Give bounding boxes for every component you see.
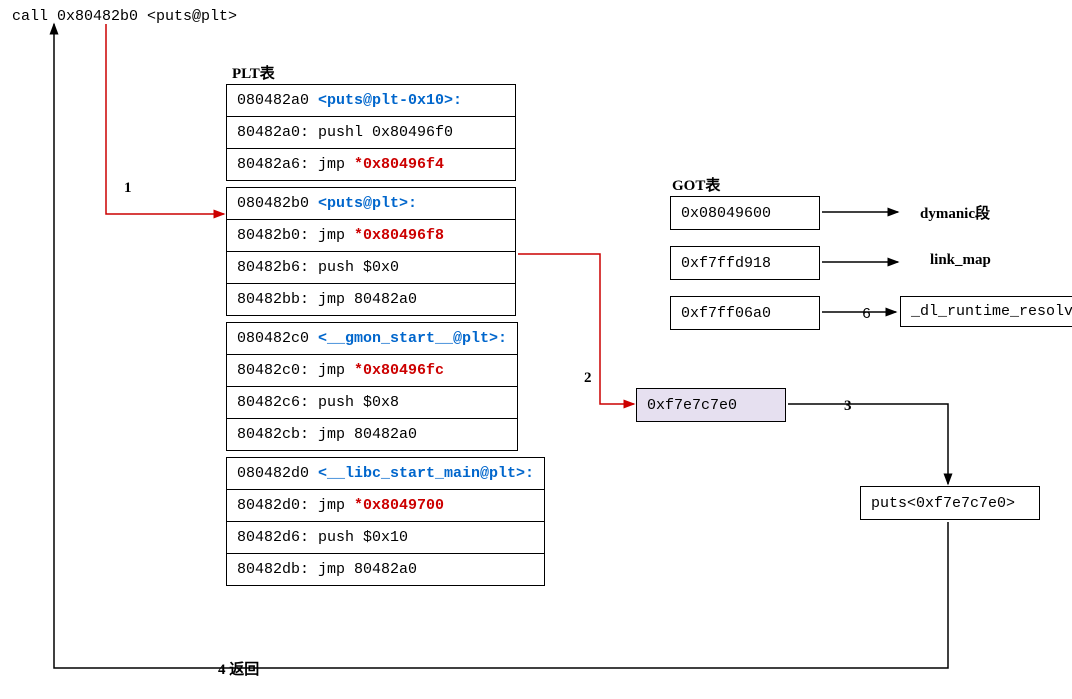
plt-entry-header: 080482d0 <__libc_start_main@plt>: — [227, 458, 545, 490]
arrow — [788, 404, 948, 484]
puts-resolved-box: puts<0xf7e7c7e0> — [860, 486, 1040, 520]
plt-table: 080482a0 <puts@plt-0x10>: 80482a0: pushl… — [226, 84, 516, 586]
got-target-label: _dl_runtime_resolve — [900, 296, 1072, 327]
got-entry-puts: 0xf7e7c7e0 — [636, 388, 786, 422]
plt-entry-header: 080482b0 <puts@plt>: — [227, 188, 516, 220]
plt-group: 080482d0 <__libc_start_main@plt>: 80482d… — [226, 457, 545, 586]
edge-label: 2 — [584, 370, 592, 387]
edge-label: 1 — [124, 180, 132, 197]
plt-group: 080482b0 <puts@plt>: 80482b0: jmp *0x804… — [226, 187, 516, 316]
plt-instruction: 80482cb: jmp 80482a0 — [227, 419, 518, 451]
got-entry: 0xf7ff06a0 — [670, 296, 820, 330]
plt-entry-header: 080482a0 <puts@plt-0x10>: — [227, 85, 516, 117]
plt-instruction: 80482c6: push $0x8 — [227, 387, 518, 419]
arrows-overlay — [0, 0, 1072, 699]
plt-instruction: 80482a0: pushl 0x80496f0 — [227, 117, 516, 149]
plt-group: 080482c0 <__gmon_start__@plt>: 80482c0: … — [226, 322, 518, 451]
plt-title: PLT表 — [232, 62, 275, 83]
plt-instruction: 80482a6: jmp *0x80496f4 — [227, 149, 516, 181]
got-target-label: link_map — [930, 252, 991, 269]
plt-instruction: 80482d6: push $0x10 — [227, 522, 545, 554]
plt-instruction: 80482b6: push $0x0 — [227, 252, 516, 284]
edge-label: 6 — [862, 306, 871, 323]
edge-label: 4 返回 — [218, 658, 259, 679]
got-entry: 0xf7ffd918 — [670, 246, 820, 280]
got-target-label: dymanic段 — [920, 202, 990, 223]
edge-label: 3 — [844, 398, 852, 415]
call-instruction: call 0x80482b0 <puts@plt> — [12, 8, 237, 25]
arrow — [518, 254, 634, 404]
plt-group: 080482a0 <puts@plt-0x10>: 80482a0: pushl… — [226, 84, 516, 181]
plt-instruction: 80482bb: jmp 80482a0 — [227, 284, 516, 316]
plt-instruction: 80482b0: jmp *0x80496f8 — [227, 220, 516, 252]
plt-instruction: 80482c0: jmp *0x80496fc — [227, 355, 518, 387]
plt-instruction: 80482d0: jmp *0x8049700 — [227, 490, 545, 522]
got-entry: 0x08049600 — [670, 196, 820, 230]
plt-instruction: 80482db: jmp 80482a0 — [227, 554, 545, 586]
plt-entry-header: 080482c0 <__gmon_start__@plt>: — [227, 323, 518, 355]
got-title: GOT表 — [672, 174, 720, 195]
